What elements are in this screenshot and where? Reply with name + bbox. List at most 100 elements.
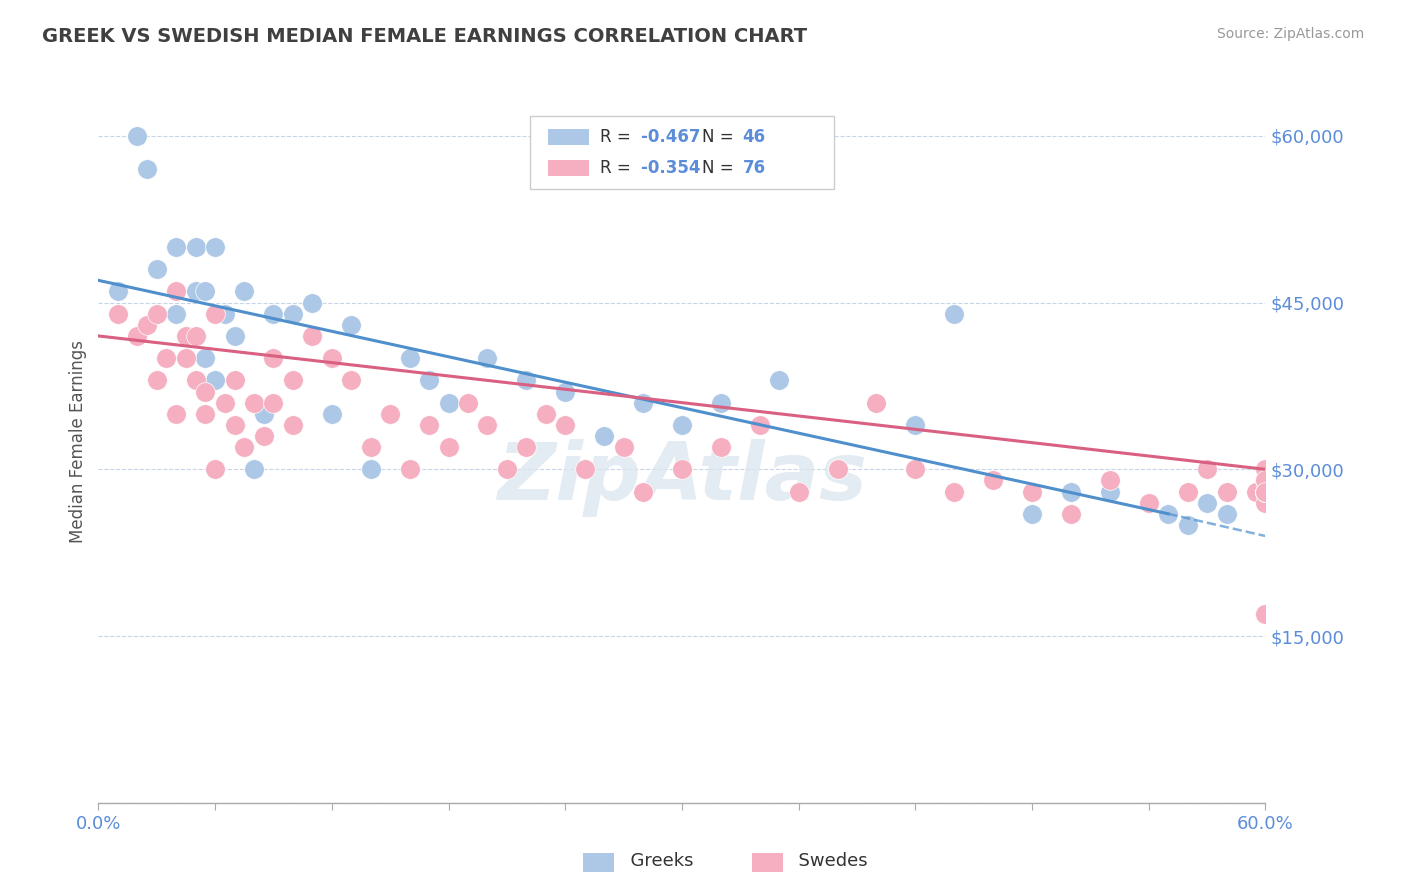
Point [1254, 484, 1277, 499]
Text: ZipAtlas: ZipAtlas [496, 439, 868, 516]
Point [418, 373, 440, 387]
Point [1254, 462, 1277, 476]
Point [340, 373, 363, 387]
Point [233, 285, 256, 299]
Point [671, 462, 693, 476]
Point [1254, 496, 1277, 510]
Point [398, 351, 420, 366]
Point [981, 474, 1004, 488]
Point [1098, 474, 1121, 488]
Point [165, 240, 187, 254]
Point [613, 440, 636, 454]
Point [146, 373, 169, 387]
Point [224, 329, 246, 343]
Point [496, 462, 519, 476]
Point [827, 462, 849, 476]
Point [1177, 484, 1199, 499]
Point [184, 373, 207, 387]
Point [515, 373, 537, 387]
Point [194, 351, 217, 366]
Point [787, 484, 810, 499]
Bar [548, 161, 589, 177]
Point [194, 285, 217, 299]
Point [224, 373, 246, 387]
Point [1254, 484, 1277, 499]
Point [593, 429, 616, 443]
Point [418, 417, 440, 432]
Point [184, 240, 207, 254]
Point [574, 462, 596, 476]
Point [1195, 462, 1218, 476]
Point [768, 373, 790, 387]
Point [1254, 484, 1277, 499]
Point [281, 373, 304, 387]
Point [1244, 484, 1267, 499]
Point [1215, 484, 1237, 499]
Point [194, 384, 217, 399]
Point [631, 484, 654, 499]
Point [136, 318, 159, 332]
Point [943, 307, 966, 321]
Point [943, 484, 966, 499]
Point [204, 462, 226, 476]
Text: GREEK VS SWEDISH MEDIAN FEMALE EARNINGS CORRELATION CHART: GREEK VS SWEDISH MEDIAN FEMALE EARNINGS … [42, 27, 807, 45]
Point [1195, 496, 1218, 510]
Point [865, 395, 887, 409]
Point [437, 395, 460, 409]
Point [437, 440, 460, 454]
Point [904, 417, 927, 432]
Point [1021, 507, 1043, 521]
Text: Greeks: Greeks [619, 852, 693, 870]
Point [224, 417, 246, 432]
Point [127, 329, 149, 343]
Point [253, 407, 276, 421]
Point [1177, 517, 1199, 532]
Point [233, 440, 256, 454]
Point [671, 417, 693, 432]
Point [1254, 484, 1277, 499]
Point [1021, 484, 1043, 499]
Point [1157, 507, 1180, 521]
Point [340, 318, 363, 332]
Point [1254, 474, 1277, 488]
Point [146, 262, 169, 277]
Point [243, 462, 266, 476]
Point [194, 407, 217, 421]
Point [165, 307, 187, 321]
Point [1254, 484, 1277, 499]
Point [477, 351, 499, 366]
Point [204, 307, 226, 321]
Point [1060, 507, 1083, 521]
Point [301, 295, 323, 310]
Point [1137, 496, 1160, 510]
Point [1098, 484, 1121, 499]
FancyBboxPatch shape [530, 117, 834, 189]
Point [127, 128, 149, 143]
Point [710, 440, 733, 454]
Point [554, 417, 576, 432]
Point [146, 307, 169, 321]
Point [262, 351, 284, 366]
Point [107, 307, 129, 321]
Point [398, 462, 420, 476]
Point [321, 351, 343, 366]
Text: R =: R = [600, 128, 637, 145]
Text: N =: N = [702, 128, 738, 145]
Y-axis label: Median Female Earnings: Median Female Earnings [69, 340, 87, 543]
Text: Swedes: Swedes [787, 852, 868, 870]
Point [184, 285, 207, 299]
Point [457, 395, 479, 409]
Point [1254, 462, 1277, 476]
Bar [548, 128, 589, 145]
Point [174, 351, 197, 366]
Point [174, 351, 197, 366]
Point [281, 417, 304, 432]
Point [1254, 474, 1277, 488]
Point [107, 285, 129, 299]
Point [253, 429, 276, 443]
Point [262, 307, 284, 321]
Point [515, 440, 537, 454]
Point [321, 407, 343, 421]
Point [1254, 484, 1277, 499]
Point [184, 329, 207, 343]
